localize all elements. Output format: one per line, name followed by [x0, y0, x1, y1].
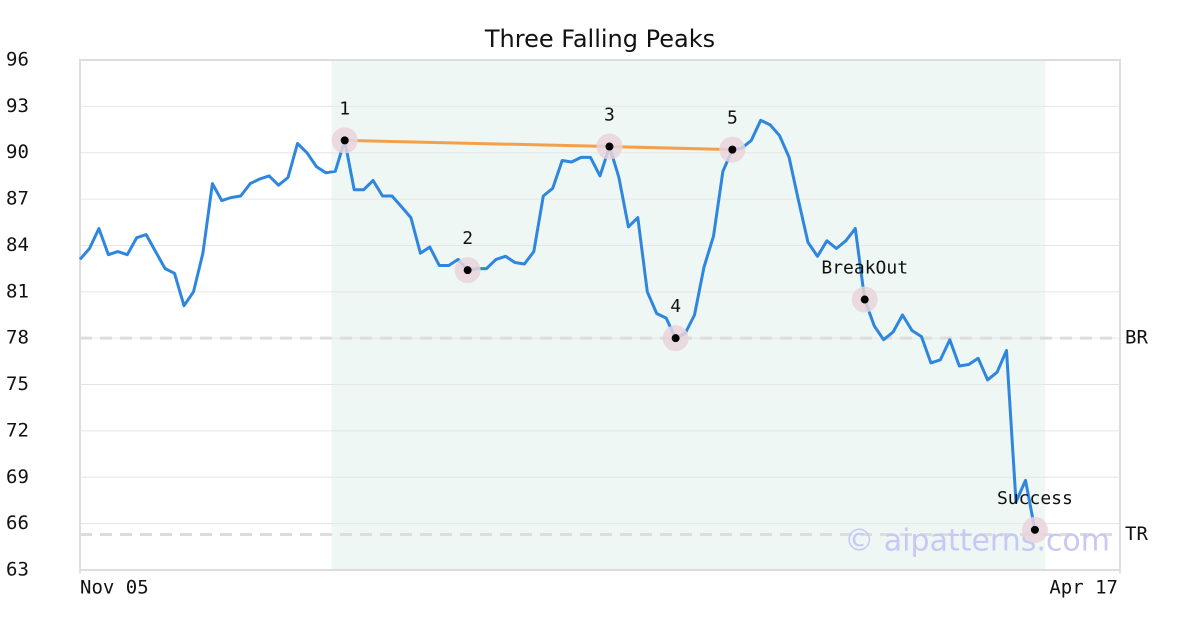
reference-label: BR: [1125, 327, 1148, 349]
annotation-dot: [860, 295, 869, 304]
annotation-dot: [463, 266, 472, 275]
x-tick-label: Nov 05: [80, 577, 149, 599]
y-tick-label: 63: [6, 559, 29, 581]
x-tick-label: Apr 17: [1049, 577, 1118, 599]
price-line: [78, 118, 1037, 531]
y-tick-label: 81: [6, 280, 29, 302]
reference-label: TR: [1125, 523, 1148, 545]
annotation-label: 5: [727, 108, 738, 129]
y-tick-label: 66: [6, 512, 29, 534]
y-tick-label: 93: [6, 95, 29, 117]
annotation-dot: [1030, 525, 1039, 534]
watermark: © aipatterns.com: [844, 524, 1110, 559]
annotation-dot: [671, 334, 680, 343]
annotation-dot: [605, 142, 614, 151]
annotation-dot: [340, 136, 349, 145]
annotation-dot: [728, 145, 737, 154]
annotation-label: 4: [670, 296, 681, 317]
y-tick-label: 75: [6, 373, 29, 395]
annotation-label: 3: [604, 105, 615, 126]
annotation-label: BreakOut: [821, 258, 908, 279]
plot-frame: [79, 59, 1121, 571]
y-tick-label: 84: [6, 234, 29, 256]
highlight-region: [331, 60, 1046, 570]
y-tick-label: 96: [6, 49, 29, 71]
y-tick-label: 87: [6, 188, 29, 210]
annotation-label: 2: [462, 228, 473, 249]
annotation-label: 1: [339, 98, 350, 119]
annotation-label: Success: [997, 488, 1073, 509]
y-tick-label: 69: [6, 466, 29, 488]
chart-title: Three Falling Peaks: [484, 25, 715, 53]
y-tick-label: 78: [6, 327, 29, 349]
y-tick-label: 72: [6, 419, 29, 441]
y-tick-label: 90: [6, 141, 29, 163]
